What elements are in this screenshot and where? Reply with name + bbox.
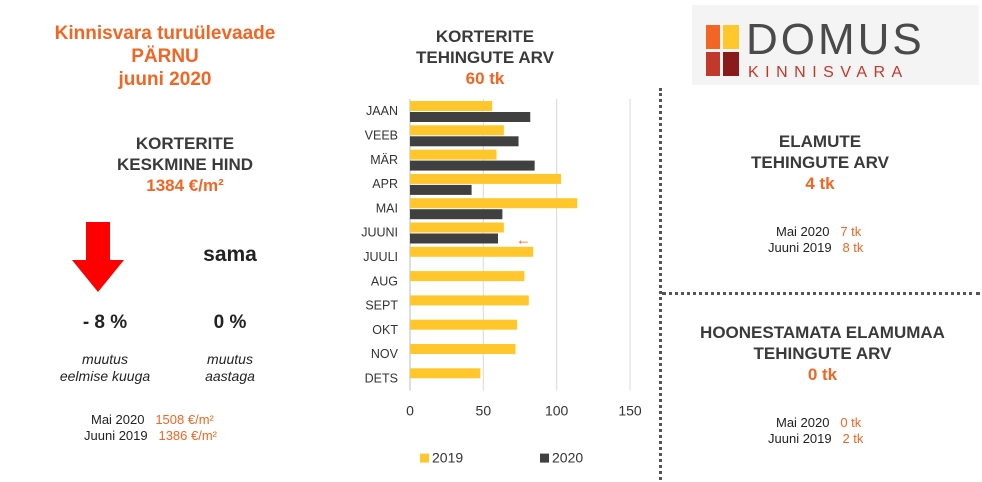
bar-2019: [410, 198, 578, 209]
category-label: MAI: [376, 201, 398, 215]
houses-title-line-2: TEHINGUTE ARV: [751, 153, 889, 172]
down-arrow-icon: [72, 222, 124, 292]
yearly-status: sama: [203, 243, 257, 266]
bar-2019: [410, 173, 562, 184]
bar-2020: [410, 184, 472, 195]
transactions-bar-chart: 0 50 100 150 JAAN VEEB MÄR APR MAI JUUNI ← JUULI AUG…: [361, 99, 642, 466]
title-line-3: juuni 2020: [118, 69, 212, 90]
houses-title-line-1: ELAMUTE: [778, 132, 862, 151]
x-tick-label: 100: [545, 403, 569, 419]
legend-label-2020: 2020: [552, 450, 583, 466]
x-tick-label: 150: [618, 403, 642, 419]
price-ref1-value: 1508 €/m²: [155, 412, 214, 427]
chart-total-value: 60 tk: [465, 69, 505, 88]
houses-ref2-value: 8 tk: [842, 240, 864, 255]
logo-name: DOMUS: [746, 15, 925, 64]
logo-subtitle: KINNISVARA: [748, 64, 909, 81]
yearly-label-line-2: aastaga: [205, 368, 255, 384]
price-ref2-value: 1386 €/m²: [158, 428, 218, 443]
logo-mark-icon: [706, 25, 739, 76]
land-value: 0 tk: [807, 365, 838, 384]
domus-logo: DOMUS KINNISVARA: [692, 5, 979, 85]
bar-2020: [410, 160, 535, 171]
vertical-divider: [659, 88, 662, 480]
land-ref2-label: Juuni 2019: [768, 431, 832, 446]
houses-ref1-value: 7 tk: [840, 224, 862, 239]
monthly-change-label: muutus eelmise kuuga: [30, 351, 180, 385]
bar-2019: [410, 101, 493, 111]
chart-bars: [410, 101, 578, 379]
category-label: JAAN: [366, 104, 398, 118]
legend-swatch-2020: [540, 453, 549, 463]
bar-2019: [410, 125, 504, 136]
yearly-label-line-1: muutus: [207, 351, 253, 367]
category-label: APR: [372, 177, 398, 191]
bar-2019: [410, 271, 525, 282]
land-ref1-label: Mai 2020: [776, 415, 830, 430]
price-section: KORTERITE KESKMINE HIND 1384 €/m²: [60, 133, 310, 197]
houses-reference: Mai 2020 7 tk Juuni 2019 8 tk: [768, 224, 968, 256]
price-reference: Mai 2020 1508 €/m² Juuni 2019 1386 €/m²: [60, 412, 320, 444]
bar-2019: [410, 368, 481, 379]
category-label: OKT: [372, 323, 398, 337]
bar-2020: [410, 136, 519, 147]
bar-2019: [410, 149, 497, 160]
monthly-change-value: - 8 %: [82, 312, 128, 333]
category-label: SEPT: [365, 299, 398, 313]
x-tick-label: 0: [406, 403, 414, 419]
monthly-label-line-2: eelmise kuuga: [59, 368, 151, 384]
bar-2019: [410, 319, 518, 330]
chart-labels: 0 50 100 150 JAAN VEEB MÄR APR MAI JUUNI ← JUULI AUG…: [361, 104, 642, 418]
land-reference: Mai 2020 0 tk Juuni 2019 2 tk: [768, 415, 968, 447]
category-label: MÄR: [370, 153, 398, 167]
price-value: 1384 €/m²: [146, 176, 224, 195]
price-ref1-label: Mai 2020: [91, 412, 145, 427]
land-title-line-2: TEHINGUTE ARV: [753, 344, 892, 363]
land-ref1-value: 0 tk: [840, 415, 862, 430]
bar-2019: [410, 295, 529, 306]
price-ref2-label: Juuni 2019: [84, 428, 148, 443]
chart-title-line-1: KORTERITE: [435, 27, 535, 46]
houses-section: ELAMUTE TEHINGUTE ARV 4 tk: [690, 131, 950, 195]
land-section: HOONESTAMATA ELAMUMAA TEHINGUTE ARV 0 tk: [670, 322, 975, 386]
bar-2020: [410, 209, 503, 220]
category-label: JUULI: [363, 250, 398, 264]
bar-2019: [410, 222, 504, 233]
houses-value: 4 tk: [805, 174, 835, 193]
chart-gridlines: [409, 99, 631, 391]
category-label: JUUNI: [361, 226, 398, 240]
land-ref2-value: 2 tk: [842, 431, 864, 446]
price-title-line-1: KORTERITE: [135, 134, 235, 153]
current-month-marker: ←: [516, 232, 531, 249]
legend-swatch-2019: [420, 453, 429, 463]
bar-2019: [410, 246, 534, 257]
category-label: AUG: [371, 274, 398, 288]
yearly-change-value: 0 %: [213, 312, 247, 333]
chart-title-line-2: TEHINGUTE ARV: [416, 48, 554, 67]
price-title-line-2: KESKMINE HIND: [116, 155, 253, 174]
title-line-1: Kinnisvara turuülevaade: [54, 23, 276, 44]
page-title: Kinnisvara turuülevaade PÄRNU juuni 2020: [0, 22, 330, 91]
category-label: NOV: [371, 347, 399, 361]
bar-2019: [410, 344, 516, 354]
monthly-label-line-1: muutus: [82, 351, 128, 367]
legend-label-2019: 2019: [432, 450, 463, 466]
chart-header: KORTERITE TEHINGUTE ARV 60 tk: [395, 26, 575, 90]
houses-ref1-label: Mai 2020: [776, 224, 830, 239]
bar-2020: [410, 233, 498, 244]
yearly-change-label: muutus aastaga: [180, 351, 280, 385]
chart-legend: 2019 2020: [420, 450, 583, 466]
houses-ref2-label: Juuni 2019: [768, 240, 832, 255]
x-tick-label: 50: [476, 403, 492, 419]
land-title-line-1: HOONESTAMATA ELAMUMAA: [700, 323, 945, 342]
horizontal-divider: [662, 292, 980, 295]
category-label: DETS: [365, 371, 398, 385]
category-label: VEEB: [365, 128, 398, 142]
bar-2020: [410, 112, 531, 122]
title-line-2: PÄRNU: [131, 46, 199, 67]
